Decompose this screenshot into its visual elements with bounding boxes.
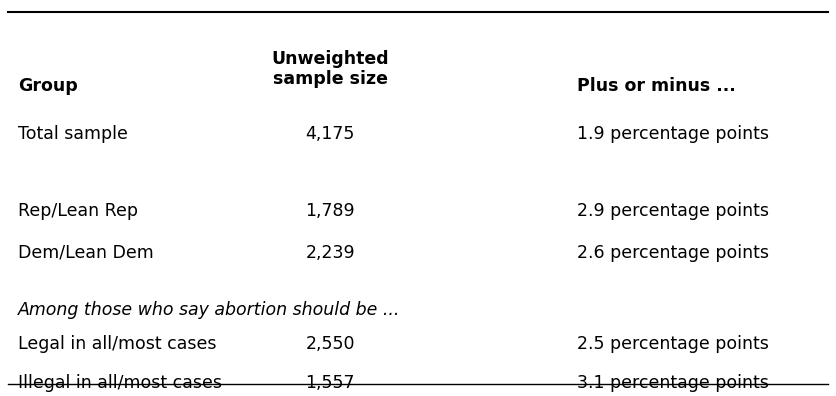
Text: Group: Group	[18, 77, 78, 95]
Text: Total sample: Total sample	[18, 125, 128, 143]
Text: 1,789: 1,789	[305, 202, 355, 220]
Text: 2.9 percentage points: 2.9 percentage points	[577, 202, 769, 220]
Text: 1.9 percentage points: 1.9 percentage points	[577, 125, 769, 143]
Text: Illegal in all/most cases: Illegal in all/most cases	[18, 374, 222, 392]
Text: 1,557: 1,557	[305, 374, 355, 392]
Text: Plus or minus ...: Plus or minus ...	[577, 77, 736, 95]
Text: 2.6 percentage points: 2.6 percentage points	[577, 244, 769, 261]
Text: Dem/Lean Dem: Dem/Lean Dem	[18, 244, 154, 261]
Text: Legal in all/most cases: Legal in all/most cases	[18, 335, 217, 352]
Text: Rep/Lean Rep: Rep/Lean Rep	[18, 202, 139, 220]
Text: 2,550: 2,550	[305, 335, 355, 352]
Text: Among those who say abortion should be ...: Among those who say abortion should be .…	[18, 301, 400, 319]
Text: 2.5 percentage points: 2.5 percentage points	[577, 335, 769, 352]
Text: 2,239: 2,239	[305, 244, 355, 261]
Text: 4,175: 4,175	[305, 125, 355, 143]
Text: Unweighted
sample size: Unweighted sample size	[272, 50, 389, 88]
Text: 3.1 percentage points: 3.1 percentage points	[577, 374, 769, 392]
